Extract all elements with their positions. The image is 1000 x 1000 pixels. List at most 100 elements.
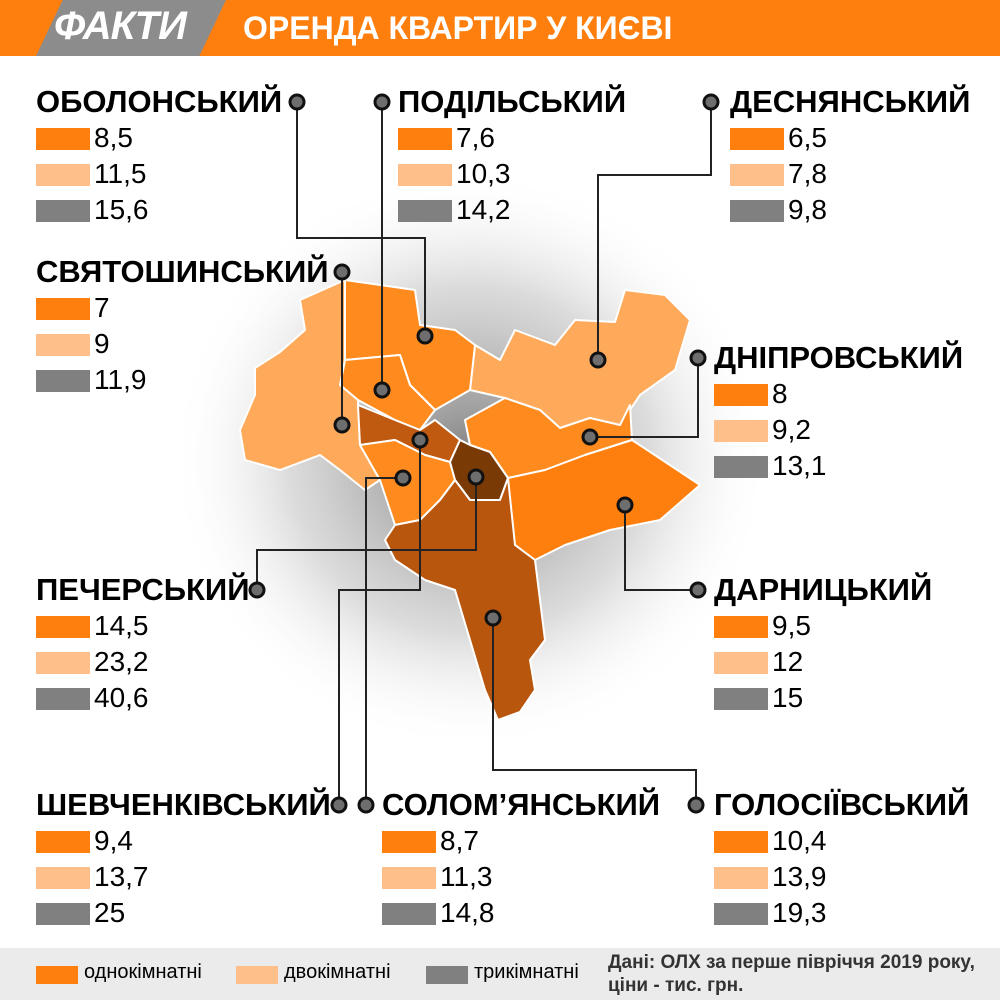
marker-pecherskyi: [467, 468, 485, 486]
price-three-room: 14,8: [440, 897, 495, 928]
bar-two-room: [382, 867, 436, 889]
marker-darnytskyi-end: [689, 581, 707, 599]
bar-three-room: [36, 688, 90, 710]
leader-holosiivskyi: [492, 618, 697, 805]
district-pecherskyi: ПЕЧЕРСЬКИЙ 14,5 23,2 40,6: [36, 572, 249, 716]
bar-three-room: [36, 903, 90, 925]
price-two-room: 13,9: [772, 861, 827, 892]
price-three-room: 15,6: [94, 194, 149, 225]
district-dniprovskyi: ДНІПРОВСЬКИЙ 8 9,2 13,1: [714, 340, 963, 484]
marker-desnianskyi-end: [702, 93, 720, 111]
price-two-room: 7,8: [788, 158, 827, 189]
bar-two-room: [714, 867, 768, 889]
legend-label-two-room: двокімнатні: [284, 961, 391, 983]
bar-three-room: [398, 200, 452, 222]
legend-swatch-two-room: [236, 966, 278, 984]
price-three-room: 14,2: [456, 194, 511, 225]
price-three-room: 15: [772, 682, 804, 713]
district-sviatoshynskyi: СВЯТОШИНСЬКИЙ 7 9 11,9: [36, 254, 329, 398]
leader-shevchenkivskyi: [338, 440, 421, 805]
district-name: ДНІПРОВСЬКИЙ: [714, 340, 964, 375]
bar-two-room: [398, 164, 452, 186]
bar-three-room: [714, 903, 768, 925]
bar-one-room: [714, 831, 768, 853]
bar-three-room: [730, 200, 784, 222]
district-name: ПОДІЛЬСЬКИЙ: [398, 84, 627, 119]
district-solomianskyi: СОЛОМ’ЯНСЬКИЙ 8,7 11,3 14,8: [382, 787, 660, 931]
bar-two-room: [730, 164, 784, 186]
marker-sviatoshynskyi-end: [333, 263, 351, 281]
bar-one-room: [398, 128, 452, 150]
district-obolonskyi: ОБОЛОНСЬКИЙ 8,5 11,5 15,6: [36, 84, 282, 228]
legend-label-three-room: трикімнатні: [474, 961, 579, 983]
bar-three-room: [714, 456, 768, 478]
marker-dniprovskyi: [581, 428, 599, 446]
marker-shevchenkivskyi: [411, 431, 429, 449]
legend-label-one-room: однокімнатні: [84, 961, 202, 983]
leader-oboloskyi: [296, 102, 426, 336]
leader-solomianskyi: [365, 477, 403, 805]
legend-footer: [0, 948, 1000, 1000]
bar-two-room: [36, 867, 90, 889]
price-two-room: 23,2: [94, 646, 149, 677]
bar-one-room: [382, 831, 436, 853]
marker-solomianskyi-end: [357, 796, 375, 814]
price-one-room: 8,7: [440, 825, 479, 856]
marker-pecherskyi-end: [248, 581, 266, 599]
bar-two-room: [36, 164, 90, 186]
bar-one-room: [714, 384, 768, 406]
price-three-room: 19,3: [772, 897, 827, 928]
marker-shevchenkivskyi-end: [330, 796, 348, 814]
marker-holosiivskyi-end: [687, 796, 705, 814]
district-name: СВЯТОШИНСЬКИЙ: [36, 254, 329, 289]
district-name: СОЛОМ’ЯНСЬКИЙ: [382, 787, 661, 822]
price-three-room: 13,1: [772, 450, 827, 481]
district-holosiivskyi: ГОЛОСІЇВСЬКИЙ 10,4 13,9 19,3: [714, 787, 969, 931]
district-shape-sviatoshynskyi: [239, 279, 381, 491]
price-three-room: 25: [94, 897, 126, 928]
price-one-room: 10,4: [772, 825, 827, 856]
price-one-room: 9,5: [772, 610, 811, 641]
bar-one-room: [36, 298, 90, 320]
district-desnianskyi: ДЕСНЯНСЬКИЙ 6,5 7,8 9,8: [730, 84, 970, 228]
district-darnytskyi: ДАРНИЦЬКИЙ 9,5 12 15: [714, 572, 932, 716]
district-shevchenkivskyi: ШЕВЧЕНКІВСЬКИЙ 9,4 13,7 25: [36, 787, 331, 931]
district-shape-holosiivskyi: [384, 477, 546, 721]
district-name: ШЕВЧЕНКІВСЬКИЙ: [36, 787, 331, 822]
legend-swatch-one-room: [36, 966, 78, 984]
marker-oboloskyi-end: [288, 93, 306, 111]
brand-logo: ФАКТИ: [54, 4, 187, 48]
marker-podilskyi: [373, 381, 391, 399]
price-two-room: 12: [772, 646, 804, 677]
marker-dniprovskyi-end: [689, 349, 707, 367]
district-name: ГОЛОСІЇВСЬКИЙ: [714, 787, 970, 822]
bar-two-room: [36, 652, 90, 674]
price-two-room: 13,7: [94, 861, 149, 892]
price-three-room: 11,9: [94, 364, 147, 395]
price-one-room: 7: [94, 292, 110, 323]
page-title: ОРЕНДА КВАРТИР У КИЄВІ: [243, 10, 673, 46]
bar-three-room: [382, 903, 436, 925]
bar-three-room: [36, 200, 90, 222]
price-two-room: 10,3: [456, 158, 511, 189]
marker-solomianskyi: [394, 469, 412, 487]
price-one-room: 6,5: [788, 122, 827, 153]
bar-one-room: [36, 831, 90, 853]
price-one-room: 14,5: [94, 610, 149, 641]
district-name: ДЕСНЯНСЬКИЙ: [730, 84, 971, 119]
price-two-room: 11,3: [440, 861, 493, 892]
leader-desnianskyi: [597, 102, 712, 360]
legend-swatch-three-room: [426, 966, 468, 984]
price-two-room: 11,5: [94, 158, 147, 189]
price-two-room: 9: [94, 328, 110, 359]
marker-oboloskyi: [416, 327, 434, 345]
bar-one-room: [36, 616, 90, 638]
bar-two-room: [714, 420, 768, 442]
bar-three-room: [714, 688, 768, 710]
leader-dniprovskyi: [590, 358, 699, 438]
price-one-room: 7,6: [456, 122, 495, 153]
source-line-2: ціни - тис. грн.: [608, 975, 744, 996]
header-banner: ФАКТИ ОРЕНДА КВАРТИР У КИЄВІ: [0, 0, 1000, 56]
marker-desnianskyi: [589, 351, 607, 369]
price-one-room: 8: [772, 378, 788, 409]
